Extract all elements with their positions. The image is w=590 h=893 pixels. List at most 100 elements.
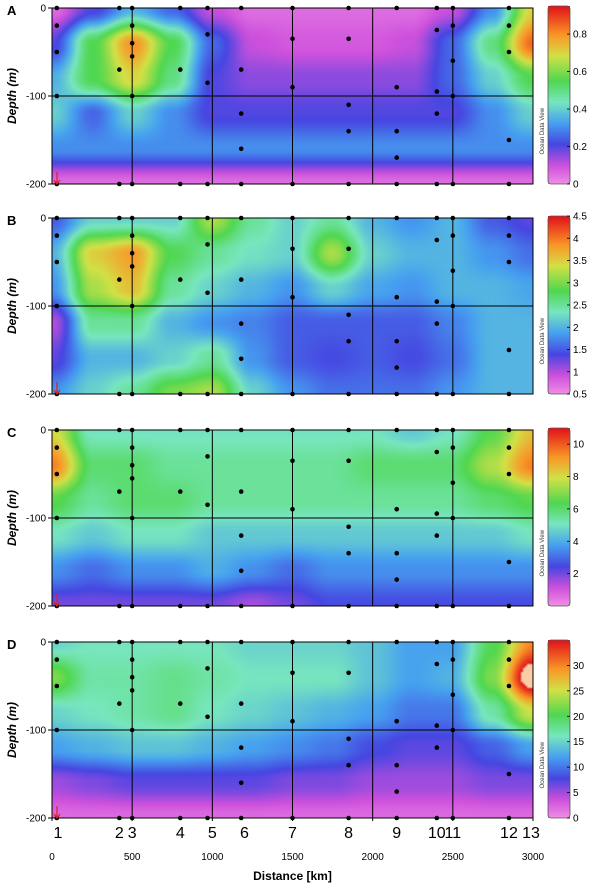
colorbar (548, 6, 570, 184)
sample-point (117, 67, 122, 72)
colorbar-tick-label: 2.5 (573, 301, 587, 312)
colorbar-tick-label: 4.5 (573, 212, 587, 223)
sample-point (290, 718, 295, 724)
sample-point (394, 365, 400, 370)
colorbar-tick-label: 1 (573, 367, 579, 378)
colorbar-frame (547, 427, 571, 607)
colorbar-tick-label: 25 (573, 686, 585, 697)
y-axis-title: Depth (m) (5, 278, 19, 334)
y-tick-label: -100 (26, 514, 46, 525)
sample-point (129, 23, 135, 28)
sample-point (506, 471, 512, 477)
panel-letter: D (7, 637, 16, 652)
sample-point (346, 762, 351, 768)
sample-point (54, 515, 60, 521)
panel-a: A 0 -100 -200 Depth (m) 0.8 0.6 0.4 0.2 0 Ocean Da… (5, 3, 587, 191)
x-tick-label: 2000 (362, 852, 385, 863)
station-label: 2 (115, 825, 124, 842)
sample-point (434, 111, 440, 116)
sample-point (506, 347, 512, 353)
sample-point (346, 736, 351, 742)
sample-point (434, 449, 440, 455)
sample-point (129, 462, 135, 468)
sample-point (450, 23, 456, 28)
sample-point (506, 683, 512, 689)
sample-point (434, 299, 440, 304)
colorbar-tick-label: 15 (573, 737, 585, 748)
sample-point (506, 259, 512, 265)
sample-point (506, 559, 512, 565)
sample-point (346, 102, 351, 108)
sample-point (54, 727, 60, 733)
sample-point (450, 233, 456, 238)
panel-letter: A (7, 3, 17, 18)
panel-letter: B (7, 213, 16, 228)
panel-c: C 0 -100 -200 Depth (m) 10 8 6 4 2 Ocean Data View (5, 425, 585, 613)
sample-point (129, 727, 135, 733)
station-label: 10 (428, 825, 446, 842)
colorbar (548, 640, 570, 818)
sample-point (117, 489, 122, 494)
sample-point (129, 264, 135, 269)
sample-point (290, 506, 295, 512)
sample-point (394, 155, 400, 160)
colorbar-tick-label: 4 (573, 234, 579, 245)
colorbar-tick-label: 6 (573, 504, 579, 515)
colorbar-caption: Ocean Data View (540, 529, 546, 576)
sample-point (177, 67, 183, 72)
colorbar-frame (547, 639, 571, 819)
sample-point (205, 454, 210, 459)
sample-point (238, 489, 244, 494)
y-tick-label: -100 (26, 726, 46, 737)
sample-point (450, 480, 456, 486)
sample-point (394, 128, 400, 134)
sample-point (346, 670, 351, 676)
sample-point (450, 727, 456, 733)
sample-point (54, 445, 60, 450)
sample-point (434, 89, 440, 94)
colorbar-tick-label: 0 (573, 180, 579, 191)
sample-point (238, 321, 244, 326)
y-tick-label: -200 (26, 814, 46, 825)
sample-point (205, 80, 210, 86)
y-axis-title: Depth (m) (5, 490, 19, 546)
sample-point (177, 277, 183, 282)
sample-point (346, 128, 351, 134)
sample-point (205, 242, 210, 247)
panel-b: B 0 -100 -200 Depth (m) 4.5 4 3.5 3 2.5 2 1.5 1 0.5 Oc… (5, 212, 587, 401)
sample-point (434, 661, 440, 667)
sample-point (394, 338, 400, 344)
x-tick-label: 2500 (442, 852, 465, 863)
sample-point (54, 93, 60, 99)
sample-point (506, 137, 512, 143)
sample-point (394, 506, 400, 512)
sample-point (129, 233, 135, 238)
y-tick-label: -200 (26, 180, 46, 191)
colorbar-tick-label: 0.5 (573, 390, 587, 401)
colorbar (548, 428, 570, 606)
x-tick-label: 500 (124, 852, 141, 863)
colorbar-tick-label: 8 (573, 472, 579, 483)
station-label: 12 (500, 825, 518, 842)
y-axis-title: Depth (m) (5, 702, 19, 758)
sample-point (54, 471, 60, 477)
colorbar-tick-label: 2 (573, 569, 579, 580)
sample-point (205, 502, 210, 508)
sample-point (117, 277, 122, 282)
x-axis-title: Distance [km] (253, 869, 332, 883)
station-label: 1 (54, 825, 63, 842)
sample-point (238, 701, 244, 706)
sample-point (238, 67, 244, 72)
station-label: 8 (344, 825, 353, 842)
sample-point (394, 84, 400, 90)
sample-point (290, 294, 295, 300)
sample-point (205, 714, 210, 720)
colorbar-tick-label: 1.5 (573, 345, 587, 356)
sample-point (434, 745, 440, 750)
sample-point (238, 568, 244, 574)
sample-point (346, 36, 351, 42)
sample-point (506, 49, 512, 55)
sample-point (346, 550, 351, 556)
